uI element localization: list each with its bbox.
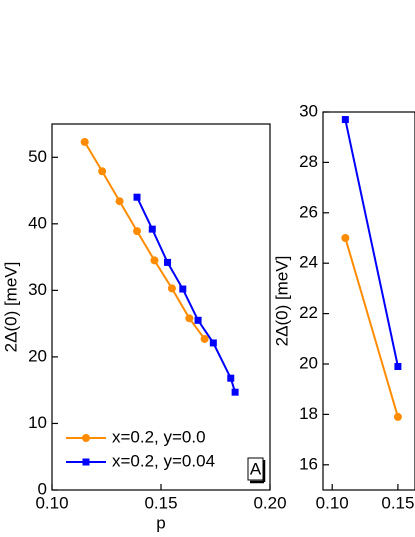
y-tick-label: 30 <box>299 101 318 120</box>
y-tick-label: 30 <box>28 280 47 299</box>
y-tick-label: 0 <box>38 479 47 498</box>
series-line <box>344 237 399 418</box>
data-point <box>231 388 239 396</box>
data-point <box>80 137 89 146</box>
x-tick-label: 0.15 <box>381 493 414 512</box>
data-point <box>133 227 142 236</box>
x-tick-label: 0.15 <box>144 493 177 512</box>
y-axis-label: 2Δ(0) [meV] <box>1 262 20 353</box>
legend-label: x=0.2, y=0.04 <box>112 451 215 470</box>
data-point <box>200 334 209 343</box>
x-tick-label: 0.20 <box>253 493 286 512</box>
data-point <box>394 363 402 371</box>
y-tick-label: 20 <box>28 346 47 365</box>
data-point <box>148 225 156 233</box>
data-point <box>393 412 402 421</box>
y-tick-label: 26 <box>299 202 318 221</box>
series-line <box>136 196 237 393</box>
data-point <box>185 314 194 323</box>
series-line <box>344 119 399 367</box>
data-point <box>209 339 217 347</box>
y-tick-label: 22 <box>299 303 318 322</box>
data-point <box>227 374 235 382</box>
y-tick-label: 20 <box>299 353 318 372</box>
data-point <box>179 285 187 293</box>
x-tick-label: 0.10 <box>316 493 349 512</box>
data-point <box>98 167 107 176</box>
legend-marker <box>82 434 90 442</box>
legend-marker <box>82 458 90 466</box>
y-tick-label: 16 <box>299 454 318 473</box>
y-tick-label: 10 <box>28 413 47 432</box>
x-tick-label: 0.10 <box>35 493 68 512</box>
plot-frame <box>322 111 415 491</box>
series-line <box>83 141 206 340</box>
data-point <box>164 258 172 266</box>
y-tick-label: 50 <box>28 147 47 166</box>
y-tick-label: 24 <box>299 253 318 272</box>
legend-label: x=0.2, y=0.0 <box>112 427 206 446</box>
y-axis-label: 2Δ(0) [meV] <box>272 256 291 347</box>
panel-label: A <box>250 459 262 478</box>
y-tick-label: 28 <box>299 152 318 171</box>
data-point <box>194 316 202 324</box>
data-point <box>115 197 124 206</box>
y-tick-label: 40 <box>28 213 47 232</box>
data-point <box>341 234 350 242</box>
x-axis-label: p <box>156 513 165 532</box>
data-point <box>150 256 159 265</box>
data-point <box>133 193 141 201</box>
data-point <box>341 116 349 124</box>
y-tick-label: 18 <box>299 404 318 423</box>
data-point <box>167 284 176 293</box>
